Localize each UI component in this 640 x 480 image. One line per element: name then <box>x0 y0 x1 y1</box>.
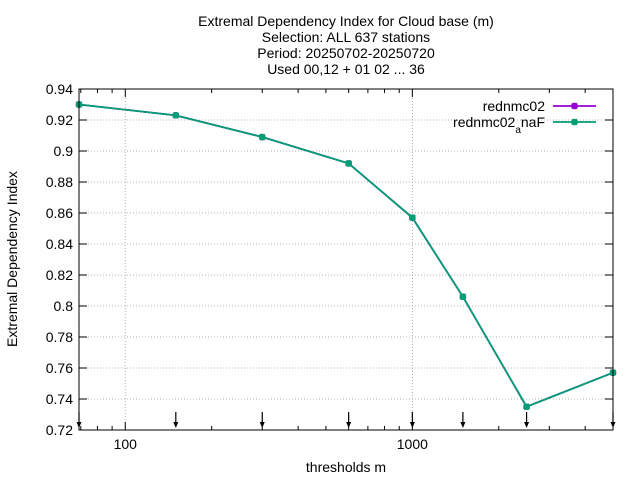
title-line-1: Extremal Dependency Index for Cloud base… <box>198 13 494 29</box>
y-tick-label: 0.72 <box>46 422 73 438</box>
data-point <box>258 133 266 141</box>
series-line <box>78 103 614 408</box>
axis-ticks: 0.72 0.74 0.76 0.78 0.8 0.82 0.84 0.86 0.88 0.9 0.… <box>46 81 613 452</box>
threshold-arrow-head <box>173 422 179 428</box>
legend-entry-2: rednmc02anaF <box>453 114 596 136</box>
threshold-arrow-head <box>524 422 530 428</box>
x-tick-label: 100 <box>114 436 138 452</box>
plot-border <box>78 88 614 431</box>
legend-label: rednmc02 <box>483 98 545 114</box>
data-point <box>409 214 416 221</box>
series-line <box>78 103 614 408</box>
title-line-3: Period: 20250702-20250720 <box>257 45 435 61</box>
x-axis-label: thresholds m <box>306 459 386 475</box>
y-tick-label: 0.92 <box>46 112 73 128</box>
data-point <box>172 112 180 119</box>
y-tick-label: 0.78 <box>46 329 73 345</box>
grid <box>79 89 613 430</box>
legend-marker <box>571 118 578 126</box>
y-tick-label: 0.82 <box>46 267 73 283</box>
y-tick-label: 0.9 <box>54 143 74 159</box>
y-tick-label: 0.74 <box>46 391 73 407</box>
chart-title: Extremal Dependency Index for Cloud base… <box>198 13 494 77</box>
series-1 <box>75 101 617 411</box>
y-tick-label: 0.84 <box>46 236 73 252</box>
threshold-arrow-head <box>346 422 352 428</box>
data-point <box>459 293 467 301</box>
y-tick-label: 0.88 <box>46 174 73 190</box>
threshold-arrows <box>76 412 616 428</box>
data-point <box>523 403 530 411</box>
data-point <box>345 160 352 167</box>
series-2 <box>75 101 617 411</box>
legend-entry-1: rednmc02 <box>483 98 596 114</box>
legend-marker <box>571 102 578 110</box>
series <box>75 101 617 411</box>
x-tick-label: 1000 <box>397 436 428 452</box>
y-tick-label: 0.76 <box>46 360 73 376</box>
title-line-4: Used 00,12 + 01 02 ... 36 <box>267 61 425 77</box>
threshold-arrow-head <box>259 422 265 428</box>
y-tick-label: 0.94 <box>46 81 73 97</box>
y-tick-label: 0.8 <box>54 298 74 314</box>
title-line-2: Selection: ALL 637 stations <box>262 29 430 45</box>
legend-label: rednmc02anaF <box>453 114 545 136</box>
y-tick-label: 0.86 <box>46 205 73 221</box>
threshold-arrow-head <box>460 422 466 428</box>
y-axis-label: Extremal Dependency Index <box>4 171 20 347</box>
